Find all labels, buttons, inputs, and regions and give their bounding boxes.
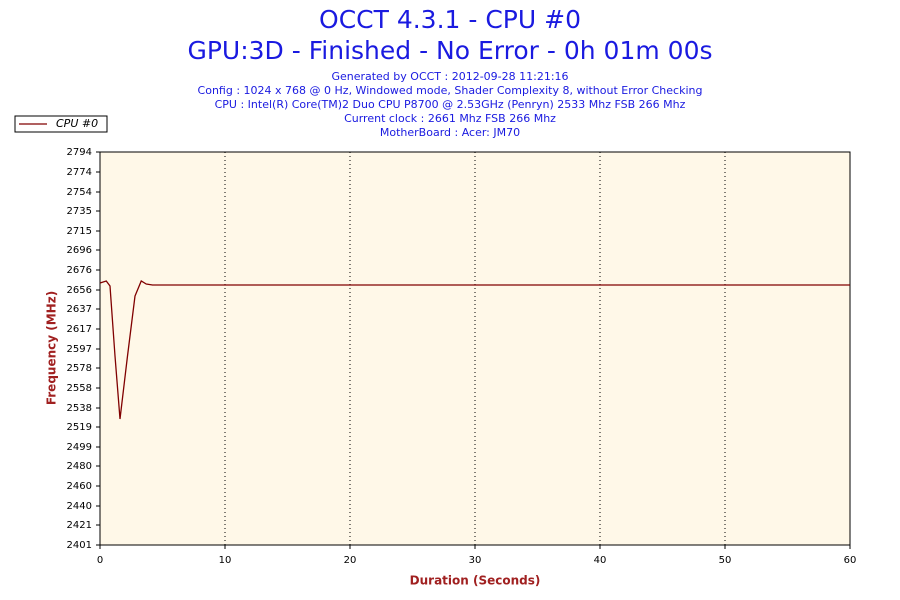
y-tick-label: 2637 <box>67 304 92 315</box>
info-line: Generated by OCCT : 2012-09-28 11:21:16 <box>331 70 568 83</box>
plot-border <box>99 151 851 546</box>
y-tick-label: 2597 <box>67 344 92 355</box>
y-tick-label: 2754 <box>67 187 92 198</box>
data-line <box>99 280 850 420</box>
y-tick-label: 2735 <box>67 206 92 217</box>
info-line: Current clock : 2661 Mhz FSB 266 Mhz <box>344 112 556 125</box>
x-tick-label: 20 <box>344 555 357 566</box>
y-tick-label: 2676 <box>67 265 92 276</box>
y-tick-label: 2578 <box>67 363 92 374</box>
y-tick-label: 2715 <box>67 226 92 237</box>
y-tick-label: 2480 <box>67 461 92 472</box>
y-tick-label: 2656 <box>67 285 92 296</box>
info-line: Config : 1024 x 768 @ 0 Hz, Windowed mod… <box>198 84 703 97</box>
x-tick-label: 10 <box>219 555 232 566</box>
y-tick-label: 2696 <box>67 245 92 256</box>
y-tick-label: 2617 <box>67 324 92 335</box>
x-tick-label: 60 <box>844 555 857 566</box>
y-tick-label: 2401 <box>67 540 92 551</box>
y-tick-label: 2519 <box>67 422 92 433</box>
x-tick-label: 40 <box>594 555 607 566</box>
legend-box <box>14 115 108 133</box>
y-tick-label: 2421 <box>67 520 92 531</box>
x-tick-label: 0 <box>97 555 103 566</box>
info-line: MotherBoard : Acer: JM70 <box>380 126 520 139</box>
y-tick-label: 2499 <box>67 442 92 453</box>
y-tick-label: 2794 <box>67 147 92 158</box>
y-tick-label: 2460 <box>67 481 92 492</box>
y-axis-label: Frequency (MHz) <box>45 291 59 405</box>
x-axis-label: Duration (Seconds) <box>410 574 541 588</box>
chart-title: OCCT 4.3.1 - CPU #0 <box>319 5 581 34</box>
x-tick-label: 50 <box>719 555 732 566</box>
x-tick-label: 30 <box>469 555 482 566</box>
y-tick-label: 2774 <box>67 167 92 178</box>
y-tick-label: 2558 <box>67 383 92 394</box>
y-tick-label: 2440 <box>67 501 92 512</box>
legend-label: CPU #0 <box>56 117 98 130</box>
y-tick-label: 2538 <box>67 403 92 414</box>
info-line: CPU : Intel(R) Core(TM)2 Duo CPU P8700 @… <box>215 98 686 111</box>
chart-subtitle: GPU:3D - Finished - No Error - 0h 01m 00… <box>187 36 712 65</box>
